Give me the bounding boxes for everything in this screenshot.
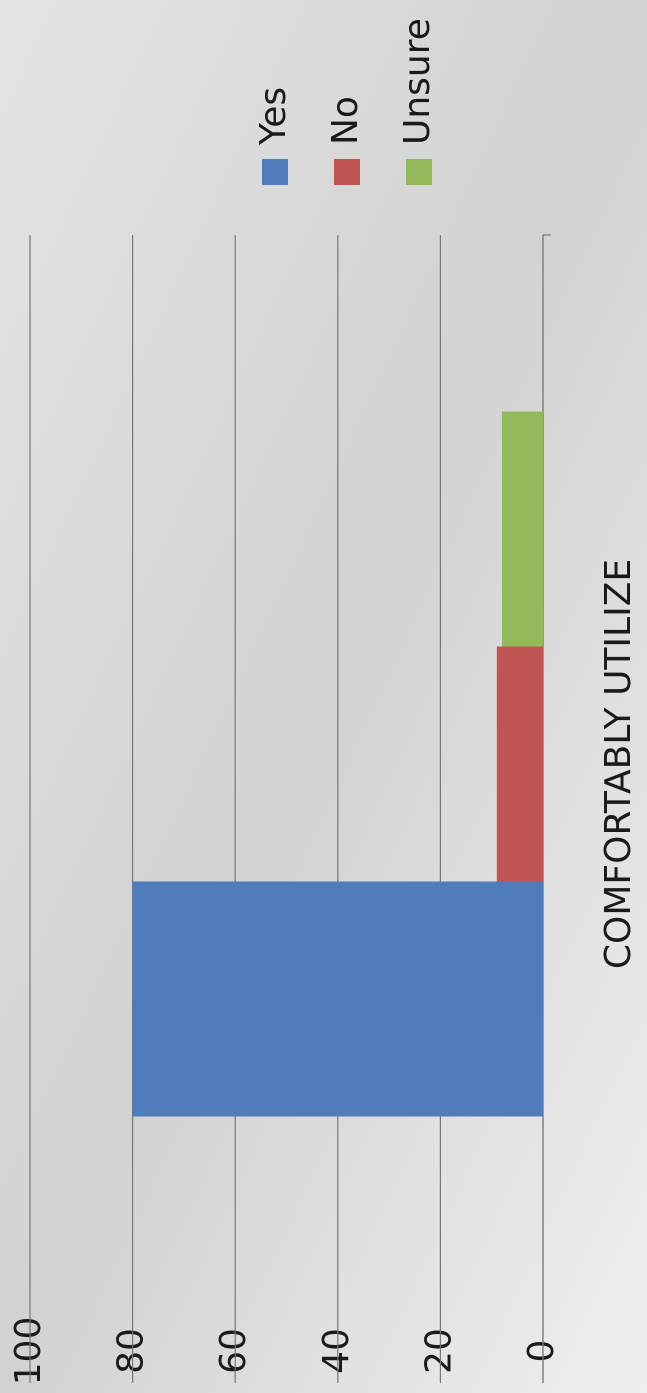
legend-label: No — [325, 96, 366, 145]
y-tick-label: 80 — [111, 1328, 152, 1374]
y-tick-label: 20 — [418, 1328, 459, 1374]
bar — [496, 646, 543, 882]
legend-swatch — [262, 159, 288, 185]
bar — [132, 881, 543, 1117]
legend-label: Yes — [253, 87, 294, 146]
legend-label: Unsure — [397, 18, 438, 145]
y-tick-label: 40 — [316, 1328, 357, 1374]
legend-swatch — [334, 159, 360, 185]
y-tick-label: 0 — [521, 1340, 562, 1363]
y-tick-label: 60 — [213, 1328, 254, 1374]
bar — [501, 411, 543, 647]
x-tick-label: COMFORTABLY UTILIZE — [598, 559, 639, 969]
y-tick-label: 100 — [8, 1317, 49, 1386]
legend-swatch — [406, 159, 432, 185]
rotated-chart: 0 20 40 60 80 100 COMFORTABLY UTILIZE Yes No Unsu… — [8, 18, 639, 1385]
